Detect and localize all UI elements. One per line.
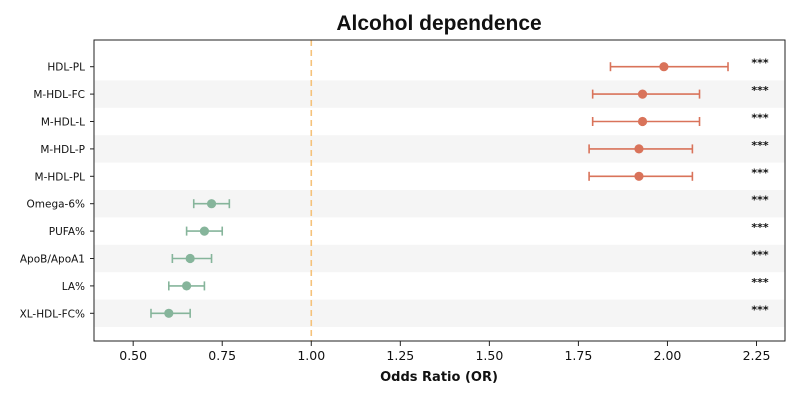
or-point <box>185 253 195 264</box>
significance-label: *** <box>751 303 769 316</box>
y-tick-label: LA% <box>62 281 85 293</box>
y-tick-label: Omega-6% <box>27 199 86 211</box>
y-axis-labels: HDL-PL M-HDL-FC M-HDL-L M-HDL-P M-HDL-PL Omeg… <box>20 62 94 320</box>
chart-title: Alcohol dependence <box>336 12 541 35</box>
or-point <box>634 144 644 154</box>
significance-label: *** <box>751 194 769 207</box>
x-tick-label: 2.25 <box>743 348 771 363</box>
x-tick-label: 0.50 <box>119 348 147 363</box>
x-tick-label: 0.75 <box>208 348 236 363</box>
or-point <box>634 171 644 181</box>
plot-frame <box>93 39 786 342</box>
row-band <box>94 299 785 327</box>
y-tick-label: M-HDL-PL <box>35 171 86 183</box>
significance-label: *** <box>751 57 769 70</box>
or-point <box>182 281 192 291</box>
or-point <box>206 199 217 209</box>
significance-label: *** <box>751 166 769 179</box>
significance-label: *** <box>751 112 769 125</box>
y-tick-label: M-HDL-FC <box>33 89 85 101</box>
significance-label: *** <box>751 139 769 152</box>
y-tick-label: XL-HDL-FC% <box>20 308 85 320</box>
y-tick-label: PUFA% <box>49 226 85 238</box>
x-tick-label: 2.00 <box>654 348 682 363</box>
y-tick-label: M-HDL-L <box>41 117 85 129</box>
significance-label: *** <box>751 276 769 289</box>
or-point <box>637 89 648 99</box>
x-tick-label: 1.25 <box>386 348 414 363</box>
y-tick-label: ApoB/ApoA1 <box>20 254 85 266</box>
x-axis: 0.50 0.75 1.00 1.25 1.50 1.75 2.00 2.25 <box>119 341 770 363</box>
data-marks: *** *** *** *** *** *** *** *** *** *** <box>150 57 769 318</box>
x-tick-label: 1.50 <box>475 348 503 363</box>
or-point <box>659 62 669 72</box>
significance-label: *** <box>751 221 769 234</box>
x-tick-label: 1.75 <box>564 348 592 363</box>
or-point <box>164 308 174 318</box>
or-point <box>637 116 648 127</box>
y-tick-label: M-HDL-P <box>40 144 85 156</box>
significance-label: *** <box>751 249 769 262</box>
x-axis-label: Odds Ratio (OR) <box>380 370 498 385</box>
y-tick-label: HDL-PL <box>47 62 85 74</box>
or-point <box>199 226 210 236</box>
significance-label: *** <box>751 84 769 97</box>
x-tick-label: 1.00 <box>297 348 325 363</box>
